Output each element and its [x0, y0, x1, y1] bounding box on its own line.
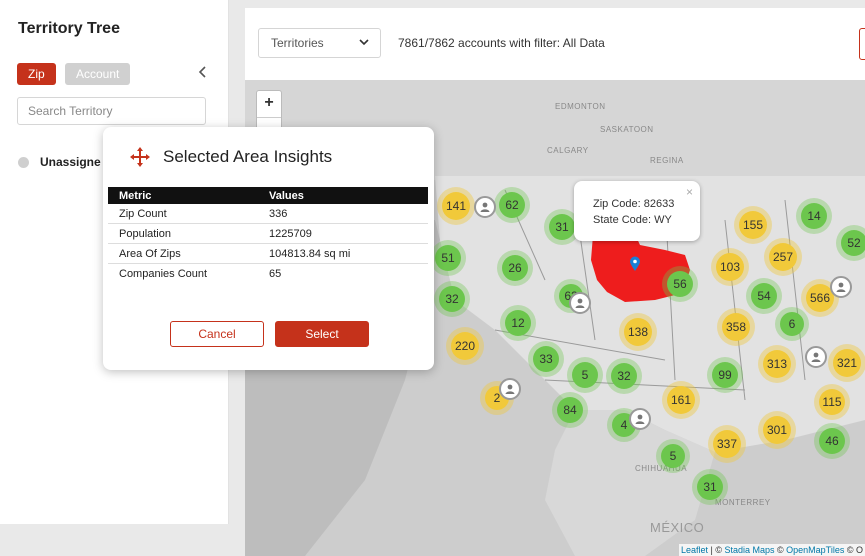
metric-cell: Area Of Zips: [108, 243, 269, 264]
location-pin-icon[interactable]: [629, 256, 641, 272]
chevron-down-icon: [358, 29, 370, 67]
cluster-marker[interactable]: 14: [801, 203, 827, 229]
cluster-marker[interactable]: 12: [505, 310, 531, 336]
search-territory-input[interactable]: [17, 97, 206, 125]
place-label: MÉXICO: [650, 520, 705, 535]
move-arrows-icon[interactable]: [128, 145, 152, 174]
table-header-row: Metric Values: [108, 187, 428, 204]
sidebar-title: Territory Tree: [18, 20, 120, 37]
cluster-marker[interactable]: 566: [806, 284, 834, 312]
value-cell: 104813.84 sq mi: [269, 243, 428, 264]
cluster-marker[interactable]: 301: [763, 416, 791, 444]
cluster-marker[interactable]: 103: [716, 253, 744, 281]
leaflet-link[interactable]: Leaflet: [680, 545, 708, 555]
cluster-marker[interactable]: 5: [661, 444, 685, 468]
status-dot-icon: [18, 156, 29, 168]
cluster-marker[interactable]: 155: [739, 211, 767, 239]
cluster-marker[interactable]: 138: [624, 318, 652, 346]
modal-title: Selected Area Insights: [163, 147, 333, 166]
cluster-marker[interactable]: 26: [502, 255, 528, 281]
value-cell: 65: [269, 267, 282, 280]
tree-item-label: Unassigne: [40, 155, 101, 169]
close-popup-icon[interactable]: ×: [685, 185, 693, 199]
account-toggle[interactable]: Account: [65, 63, 131, 85]
popup-zip-code: Zip Code: 82633: [593, 198, 675, 210]
table-row: Companies Count 65: [108, 264, 428, 284]
stadia-maps-link[interactable]: Stadia Maps: [724, 545, 775, 555]
place-label: CALGARY: [547, 146, 589, 155]
account-pin-icon[interactable]: [499, 378, 521, 400]
cluster-marker[interactable]: 46: [819, 428, 845, 454]
popup-state-code: State Code: WY: [593, 214, 672, 226]
cluster-marker[interactable]: 32: [611, 363, 637, 389]
collapse-sidebar-icon[interactable]: [198, 65, 208, 84]
place-label: SASKATOON: [600, 125, 654, 134]
attribution-separator: ©: [774, 545, 787, 555]
account-pin-icon[interactable]: [830, 276, 852, 298]
map-attribution: Leaflet | © Stadia Maps © OpenMapTiles ©…: [678, 544, 865, 556]
account-pin-icon[interactable]: [805, 346, 827, 368]
metric-cell: Zip Count: [108, 204, 269, 224]
cluster-marker[interactable]: 84: [557, 397, 583, 423]
metric-cell: Companies Count: [119, 267, 208, 280]
place-label: CHIHUAHUA: [635, 464, 688, 473]
account-pin-icon[interactable]: [569, 292, 591, 314]
metric-cell: Population: [108, 223, 269, 244]
zip-toggle[interactable]: Zip: [17, 63, 56, 85]
cluster-marker[interactable]: 337: [713, 430, 741, 458]
cluster-marker[interactable]: 358: [722, 313, 750, 341]
tree-item-unassigned[interactable]: Unassigne: [18, 155, 101, 169]
cluster-marker[interactable]: 62: [499, 192, 525, 218]
zip-popup: × Zip Code: 82633 State Code: WY: [574, 181, 700, 241]
select-button[interactable]: Select: [275, 321, 369, 347]
toolbar-action-button[interactable]: [859, 28, 865, 60]
cluster-marker[interactable]: 220: [451, 332, 479, 360]
value-cell: 336: [269, 204, 428, 224]
column-header: Values: [269, 187, 428, 204]
cluster-marker[interactable]: 32: [439, 286, 465, 312]
table-row: Area Of Zips 104813.84 sq mi: [108, 243, 428, 264]
dropdown-value: Territories: [271, 36, 324, 50]
map-toolbar: Territories 7861/7862 accounts with filt…: [245, 8, 865, 80]
territories-dropdown[interactable]: Territories: [258, 28, 381, 58]
cluster-marker[interactable]: 54: [751, 283, 777, 309]
cluster-marker[interactable]: 31: [697, 474, 723, 500]
cancel-button[interactable]: Cancel: [170, 321, 264, 347]
table-row: Zip Count 336: [108, 204, 428, 224]
cluster-marker[interactable]: 321: [833, 349, 861, 377]
selected-area-highlight: [591, 230, 690, 302]
account-pin-icon[interactable]: [474, 196, 496, 218]
cluster-marker[interactable]: 31: [549, 214, 575, 240]
cluster-marker[interactable]: 33: [533, 346, 559, 372]
cluster-marker[interactable]: 99: [712, 362, 738, 388]
cluster-marker[interactable]: 52: [841, 230, 865, 256]
area-insights-modal: Selected Area Insights Metric Values Zip…: [103, 127, 434, 370]
cluster-marker[interactable]: 56: [667, 271, 693, 297]
cluster-marker[interactable]: 6: [780, 312, 804, 336]
cluster-marker[interactable]: 313: [763, 350, 791, 378]
cluster-marker[interactable]: 257: [769, 243, 797, 271]
cluster-marker[interactable]: 115: [819, 389, 845, 415]
cluster-marker[interactable]: 5: [572, 362, 598, 388]
account-pin-icon[interactable]: [629, 408, 651, 430]
zoom-in-button[interactable]: +: [257, 91, 281, 118]
attribution-separator: | ©: [708, 545, 725, 555]
attribution-separator: © O: [844, 545, 863, 555]
cluster-marker[interactable]: 51: [435, 245, 461, 271]
place-label: MONTERREY: [715, 498, 771, 507]
place-label: EDMONTON: [555, 102, 606, 111]
value-cell: 1225709: [269, 223, 428, 244]
column-header: Metric: [108, 187, 269, 204]
place-label: REGINA: [650, 156, 684, 165]
cluster-marker[interactable]: 141: [442, 192, 470, 220]
openmaptiles-link[interactable]: OpenMapTiles: [786, 545, 845, 555]
accounts-filter-text: 7861/7862 accounts with filter: All Data: [398, 36, 605, 50]
table-row: Population 1225709: [108, 223, 428, 244]
cluster-marker[interactable]: 161: [667, 386, 695, 414]
insights-table: Metric Values Zip Count 336 Population 1…: [108, 187, 428, 283]
